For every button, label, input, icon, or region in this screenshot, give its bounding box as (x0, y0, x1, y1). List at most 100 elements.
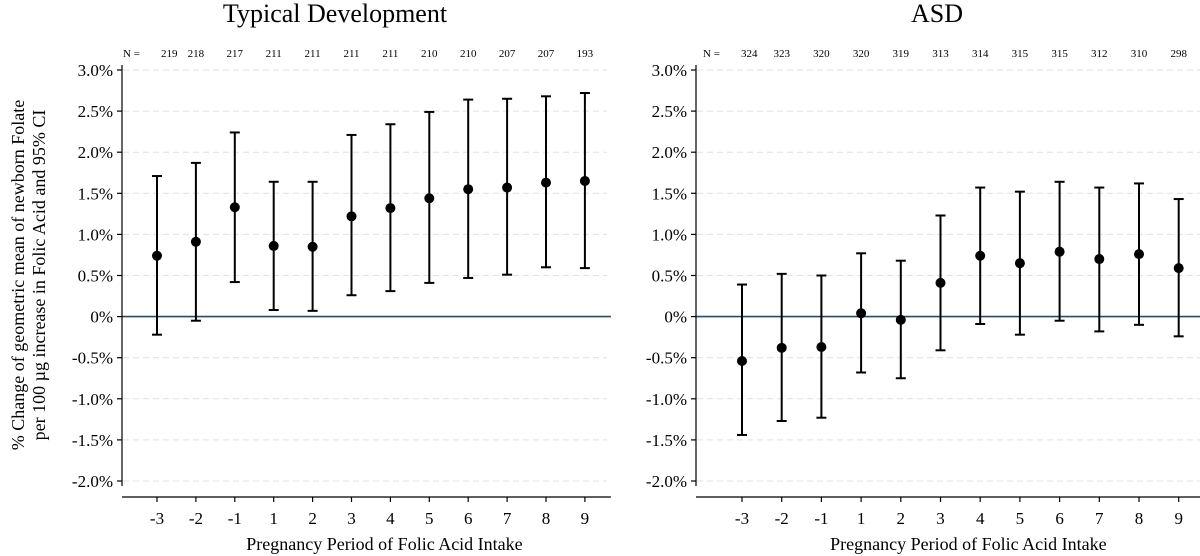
x-tick-label: 7 (1095, 509, 1104, 528)
point-estimate (190, 236, 201, 247)
point-estimate (502, 182, 513, 193)
n-value: 298 (1170, 48, 1187, 60)
n-value: 313 (932, 48, 949, 60)
x-tick-label: 6 (464, 509, 473, 528)
y-tick-label: 1.5% (78, 184, 113, 203)
x-tick-label: 9 (581, 509, 590, 528)
n-value: 315 (1051, 48, 1068, 60)
n-value: 207 (499, 48, 516, 60)
x-axis-label: Pregnancy Period of Folic Acid Intake (830, 534, 1106, 554)
chart-title: Typical Development (223, 0, 448, 28)
point-estimate (895, 314, 906, 325)
n-value: 312 (1091, 48, 1108, 60)
point-estimate (856, 308, 867, 319)
y-tick-label: 2.5% (652, 102, 687, 121)
x-tick-label: -2 (775, 509, 789, 528)
x-tick-label: 2 (308, 509, 317, 528)
x-tick-label: 1 (269, 509, 278, 528)
x-tick-label: -1 (814, 509, 828, 528)
n-value: 314 (972, 48, 989, 60)
x-tick-label: 8 (1135, 509, 1144, 528)
point-estimate (935, 277, 946, 288)
x-tick-label: 7 (503, 509, 512, 528)
point-estimate (307, 241, 318, 252)
n-value: 218 (188, 48, 205, 60)
point-estimate (1173, 263, 1184, 274)
y-axis-title: % Change of geometric mean of newborn Fo… (8, 100, 49, 450)
n-value: 210 (460, 48, 477, 60)
x-tick-label: -3 (735, 509, 749, 528)
y-tick-label: -2.0% (72, 472, 113, 491)
y-tick-label: 0% (90, 308, 113, 327)
n-value: 211 (266, 48, 282, 60)
y-tick-label: -1.5% (646, 431, 687, 450)
point-estimate (385, 203, 396, 214)
y-tick-label: 2.0% (652, 143, 687, 162)
x-tick-label: 8 (542, 509, 551, 528)
n-value: 211 (343, 48, 359, 60)
n-value: 210 (421, 48, 438, 60)
point-estimate (1134, 249, 1144, 260)
point-estimate (541, 177, 551, 188)
point-estimate (346, 211, 357, 222)
x-tick-label: -3 (150, 509, 164, 528)
y-tick-label: -1.5% (72, 431, 113, 450)
n-label: N = (703, 48, 720, 60)
y-tick-label: 0.5% (78, 267, 113, 286)
point-estimate (579, 175, 590, 186)
y-tick-label: 3.0% (78, 61, 113, 80)
y-axis-title-line: per 100 µg increase in Folic Acid and 95… (29, 110, 49, 441)
panel-asd: ASD 3.0% 2.5% 2.0% 1.5% 1.0% 0.5% 0% -0.5% -1.0% -… (646, 0, 1200, 554)
panel-typical-development: Typical Development 3.0% 2.5% 2.0% 1.5% 1.0% 0… (72, 0, 611, 554)
y-axis-title-line: % Change of geometric mean of newborn Fo… (8, 100, 28, 450)
n-value: 211 (305, 48, 321, 60)
x-tick-label: 6 (1055, 509, 1064, 528)
n-value: 315 (1012, 48, 1029, 60)
point-estimate (152, 250, 162, 261)
x-tick-label: 1 (857, 509, 866, 528)
x-tick-label: 9 (1174, 509, 1183, 528)
y-tick-label: 1.5% (652, 184, 687, 203)
x-axis-label: Pregnancy Period of Folic Acid Intake (246, 534, 522, 554)
y-tick-label: 1.0% (78, 225, 113, 244)
x-tick-label: 2 (897, 509, 906, 528)
point-estimate (463, 184, 474, 195)
y-tick-label: 2.0% (78, 143, 113, 162)
n-value: 323 (773, 48, 790, 60)
n-value: 324 (741, 48, 758, 60)
y-tick-label: 2.5% (78, 102, 113, 121)
point-estimate (737, 355, 747, 366)
point-estimate (975, 250, 986, 261)
point-estimate (268, 240, 279, 251)
n-value: 217 (227, 48, 244, 60)
point-estimate (229, 202, 240, 213)
x-tick-label: 4 (386, 509, 395, 528)
n-value: 310 (1131, 48, 1148, 60)
n-value: 320 (853, 48, 870, 60)
y-tick-label: -0.5% (72, 349, 113, 368)
x-tick-label: 5 (1016, 509, 1025, 528)
y-tick-label: -2.0% (646, 472, 687, 491)
y-tick-label: 0.5% (652, 267, 687, 286)
chart-title: ASD (911, 0, 963, 28)
y-tick-label: 0% (664, 308, 687, 327)
x-tick-label: -2 (189, 509, 203, 528)
x-tick-label: -1 (228, 509, 242, 528)
n-label: N = (123, 48, 140, 60)
x-tick-label: 4 (976, 509, 985, 528)
n-value: 320 (813, 48, 830, 60)
n-value: 319 (893, 48, 910, 60)
point-estimate (1054, 246, 1065, 257)
point-estimate (424, 193, 435, 204)
n-value: 193 (577, 48, 594, 60)
y-axis-label: % Change of geometric mean of newborn Fo… (8, 100, 49, 450)
y-tick-label: -1.0% (72, 390, 113, 409)
y-tick-label: 3.0% (652, 61, 687, 80)
x-tick-label: 3 (936, 509, 945, 528)
point-estimate (776, 342, 787, 353)
n-value: 219 (161, 48, 178, 60)
y-tick-label: -1.0% (646, 390, 687, 409)
n-value: 207 (538, 48, 555, 60)
n-value: 211 (382, 48, 398, 60)
